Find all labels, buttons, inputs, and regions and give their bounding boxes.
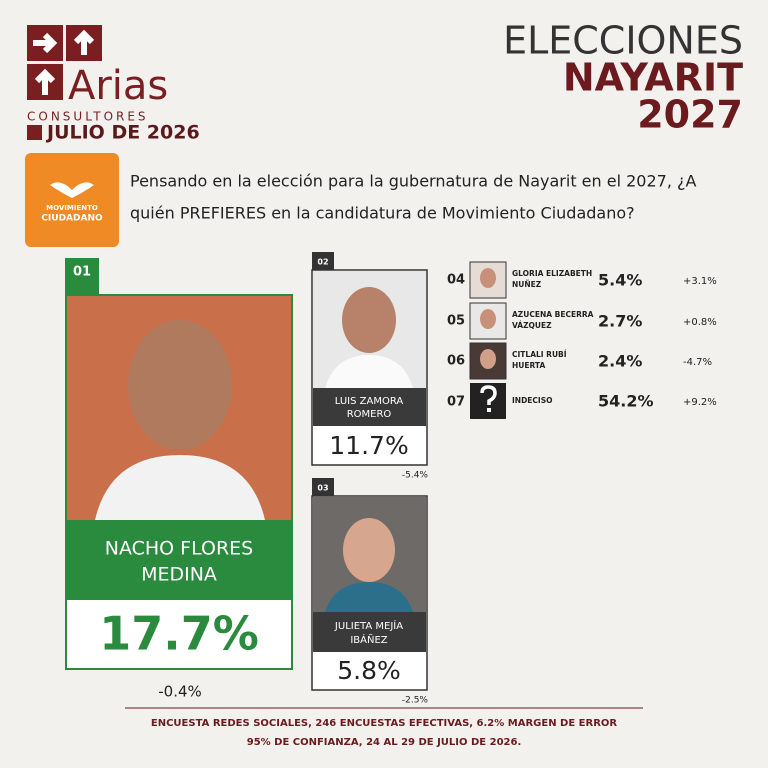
change: -4.7% (683, 357, 712, 368)
rank: 05 (447, 314, 465, 329)
title: ELECCIONES (503, 19, 743, 63)
candidate-row: 06 CITLALI RUBÍ HUERTA 2.4% -4.7% (447, 342, 712, 380)
name-band (313, 388, 426, 426)
name-band (313, 612, 426, 652)
change: +0.8% (683, 317, 717, 328)
candidate-name: NUÑEZ (512, 280, 542, 289)
question-icon (480, 385, 497, 405)
rank-tab (65, 258, 99, 294)
candidate-name: CITLALI RUBÍ (512, 350, 567, 359)
footer-note: 95% DE CONFIANZA, 24 AL 29 DE JULIO DE 2… (247, 737, 522, 748)
brand-logo (27, 25, 102, 100)
candidate-row: 04 GLORIA ELIZABETH NUÑEZ 5.4% +3.1% (447, 261, 717, 299)
candidate-row: 07 INDECISO 54.2% +9.2% (447, 383, 717, 419)
percentage: 5.4% (598, 271, 642, 290)
rank: 06 (447, 354, 465, 369)
candidate-row: 05 AZUCENA BECERRA VÁZQUEZ 2.7% +0.8% (447, 302, 717, 340)
candidate-name: IBÁÑEZ (350, 633, 387, 646)
photo-face (128, 320, 232, 450)
question-icon (487, 408, 491, 412)
photo-face (342, 287, 396, 353)
photo-body (325, 355, 413, 388)
percentage: 54.2% (598, 392, 654, 411)
photo-face (480, 268, 496, 288)
percentage: 17.7% (99, 607, 259, 661)
title: NAYARIT (563, 56, 743, 100)
brand: Arias (68, 63, 168, 109)
change: +3.1% (683, 276, 717, 287)
title: 2027 (637, 93, 743, 137)
percentage: 5.8% (337, 656, 401, 685)
change: -0.4% (158, 683, 202, 701)
percentage: 11.7% (329, 431, 408, 460)
question: quién PREFIERES en la candidatura de Mov… (130, 204, 635, 223)
candidate-name: JULIETA MEJÍA (334, 619, 403, 632)
candidate-name: VÁZQUEZ (512, 321, 552, 330)
rank: 04 (447, 273, 465, 288)
photo-face (480, 309, 496, 329)
party-logo (25, 153, 119, 247)
rank: 02 (317, 258, 328, 267)
date: JULIO DE 2026 (45, 122, 200, 144)
photo-body (95, 455, 265, 520)
party-emblem (50, 182, 94, 198)
date-marker (27, 125, 42, 140)
candidate-name: GLORIA ELIZABETH (512, 269, 592, 278)
change: -2.5% (402, 696, 429, 706)
rank: 07 (447, 395, 465, 410)
candidate-name: HUERTA (512, 361, 545, 370)
question: Pensando en la elección para la gubernat… (130, 172, 697, 191)
rank-tab (312, 478, 334, 496)
name-band (67, 520, 291, 600)
party-name: CIUDADANO (41, 214, 103, 224)
photo-body (325, 582, 413, 612)
candidate-name: AZUCENA BECERRA (512, 310, 594, 319)
party-name: MOVIMIENTO (46, 204, 98, 212)
change: +9.2% (683, 397, 717, 408)
rank: 01 (73, 265, 91, 280)
rank: 03 (317, 484, 328, 493)
candidate-name: MEDINA (141, 564, 217, 586)
candidate-name: INDECISO (512, 396, 553, 405)
photo-face (343, 518, 395, 582)
brand-sub: CONSULTORES (27, 110, 149, 124)
candidate-name: ROMERO (347, 409, 392, 420)
candidate-name: LUIS ZAMORA (335, 396, 404, 407)
candidate-name: NACHO FLORES (105, 538, 253, 560)
rank-tab (312, 252, 334, 270)
percentage: 2.7% (598, 312, 642, 331)
photo-face (480, 349, 496, 369)
footer-note: ENCUESTA REDES SOCIALES, 246 ENCUESTAS E… (151, 718, 618, 729)
percentage: 2.4% (598, 352, 642, 371)
change: -5.4% (402, 471, 429, 481)
